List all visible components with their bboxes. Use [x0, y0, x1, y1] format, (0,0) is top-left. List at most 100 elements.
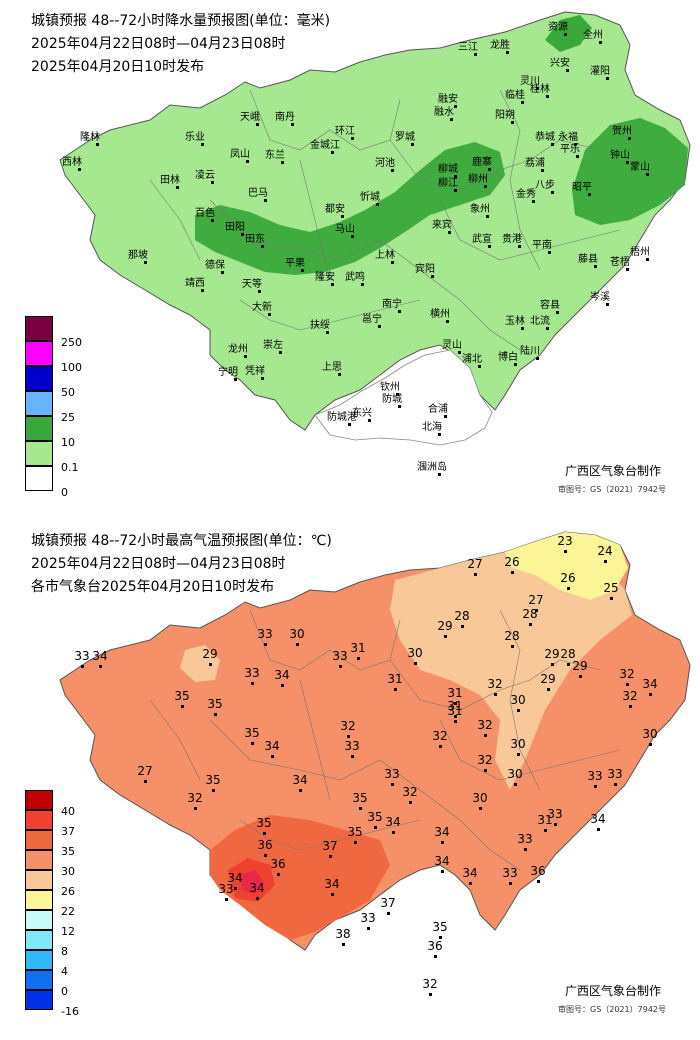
city-label: 横州	[430, 307, 450, 320]
city-label: 天等	[242, 277, 262, 290]
station-dot	[251, 682, 254, 685]
city-label: 金城江	[310, 138, 340, 151]
temperature-value: 27	[467, 557, 482, 571]
legend-label: 26	[61, 885, 75, 898]
legend-swatch	[25, 930, 53, 950]
city-label: 都安	[325, 202, 345, 215]
city-label: 德保	[205, 258, 225, 271]
county-boundaries	[149, 89, 621, 351]
city-label: 岑溪	[590, 291, 610, 303]
temperature-value: 34	[292, 773, 307, 787]
station-dot	[263, 832, 266, 835]
station-dot	[514, 783, 517, 786]
city-dot	[564, 33, 567, 36]
station-dot	[649, 693, 652, 696]
temperature-value: 34	[324, 877, 339, 891]
temperature-value: 36	[257, 838, 272, 852]
city-dot	[378, 325, 381, 328]
station-dot	[271, 755, 274, 758]
rain-band-10mm-east	[572, 118, 688, 225]
station-dot	[99, 665, 102, 668]
temperature-value: 31	[447, 704, 462, 718]
city-dot	[448, 231, 451, 234]
legend-label: 10	[61, 436, 75, 449]
city-label: 昭平	[572, 181, 592, 193]
city-label: 百色	[195, 206, 215, 219]
temperature-value: 33	[607, 767, 622, 781]
city-label: 东兰	[265, 148, 285, 161]
city-dot	[391, 261, 394, 264]
city-label: 博白	[498, 350, 518, 363]
city-dot	[246, 160, 249, 163]
city-label: 金秀	[516, 187, 536, 200]
city-label: 崇左	[263, 338, 283, 351]
station-dot	[264, 854, 267, 857]
temperature-value: 36	[270, 857, 285, 871]
station-dot	[387, 912, 390, 915]
station-dot	[537, 880, 540, 883]
temperature-value: 32	[402, 785, 417, 799]
temp-band-26	[390, 540, 632, 790]
station-dot	[234, 887, 237, 890]
temperature-value: 30	[510, 737, 525, 751]
legend-label: 250	[61, 336, 82, 349]
temperature-value: 33	[332, 649, 347, 663]
city-label: 扶绥	[310, 318, 330, 331]
city-label: 河池	[375, 156, 395, 169]
city-dot	[361, 283, 364, 286]
temperature-value: 33	[257, 627, 272, 641]
city-dot	[474, 53, 477, 56]
city-dot	[486, 215, 489, 218]
city-label: 凤山	[230, 148, 250, 160]
city-label: 临桂	[505, 88, 525, 101]
temperature-value: 29	[437, 619, 452, 633]
station-dot	[454, 720, 457, 723]
temperature-value: 34	[274, 668, 289, 682]
station-dot	[610, 597, 613, 600]
city-dot	[201, 143, 204, 146]
temperature-value: 33	[502, 866, 517, 880]
temperature-value: 31	[387, 672, 402, 686]
temperature-value: 24	[597, 544, 612, 558]
city-dot	[444, 415, 447, 418]
station-dot	[454, 715, 457, 718]
station-dot	[517, 709, 520, 712]
station-dot	[474, 573, 477, 576]
station-dot	[329, 855, 332, 858]
city-label: 邕宁	[362, 312, 382, 325]
city-dot	[176, 186, 179, 189]
station-dot	[209, 663, 212, 666]
city-label: 灵山	[442, 339, 462, 351]
temperature-value: 34	[642, 677, 657, 691]
legend-label: 22	[61, 905, 75, 918]
station-dot	[194, 807, 197, 810]
station-dot	[394, 688, 397, 691]
station-dot	[469, 882, 472, 885]
station-dot	[264, 643, 267, 646]
city-label: 马山	[335, 223, 355, 235]
temperature-value: 34	[462, 866, 477, 880]
temperature-value: 35	[205, 773, 220, 787]
city-label: 田阳	[225, 221, 245, 233]
temperature-map-review-number: 审图号：GS（2021）7942号	[558, 1005, 666, 1014]
city-dot	[518, 245, 521, 248]
station-dot	[354, 841, 357, 844]
city-dot	[78, 168, 81, 171]
city-dot	[588, 193, 591, 196]
temperature-value: 26	[560, 571, 575, 585]
station-dot	[597, 828, 600, 831]
rainfall-map-panel: 资源 全州 三江 龙胜 兴安 灌阳 灵川 临桂 桂林 融安 融水 阳朔 恭城 贺州 钟山 乐业 天峨 南丹 环江 罗城…	[25, 11, 691, 499]
city-dot	[351, 235, 354, 238]
temperature-value: 35	[207, 697, 222, 711]
station-dot	[409, 801, 412, 804]
temperature-value: 29	[202, 647, 217, 661]
legend-swatch	[25, 366, 53, 391]
station-dot	[629, 705, 632, 708]
temperature-value: 33	[384, 767, 399, 781]
station-dot	[144, 780, 147, 783]
temperature-value: 31	[447, 699, 462, 713]
station-dot	[454, 702, 457, 705]
station-dot	[529, 623, 532, 626]
station-dot	[214, 713, 217, 716]
